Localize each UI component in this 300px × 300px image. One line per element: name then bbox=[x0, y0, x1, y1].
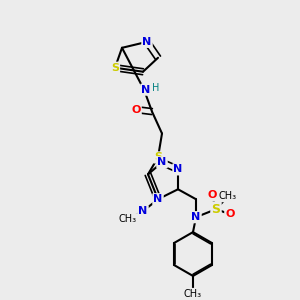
Text: S: S bbox=[111, 63, 119, 73]
Text: CH₃: CH₃ bbox=[184, 289, 202, 299]
Text: CH₃: CH₃ bbox=[119, 214, 137, 224]
Text: H: H bbox=[152, 83, 160, 93]
Text: O: O bbox=[207, 190, 217, 200]
Text: N: N bbox=[191, 212, 201, 222]
Text: S: S bbox=[212, 203, 220, 216]
Text: N: N bbox=[153, 194, 163, 204]
Text: N: N bbox=[158, 158, 166, 167]
Text: N: N bbox=[173, 164, 183, 174]
Text: N: N bbox=[141, 85, 151, 95]
Text: N: N bbox=[138, 206, 148, 216]
Text: O: O bbox=[225, 209, 235, 219]
Text: N: N bbox=[142, 37, 152, 47]
Text: S: S bbox=[154, 152, 162, 162]
Text: CH₃: CH₃ bbox=[219, 191, 237, 201]
Text: O: O bbox=[131, 105, 141, 115]
